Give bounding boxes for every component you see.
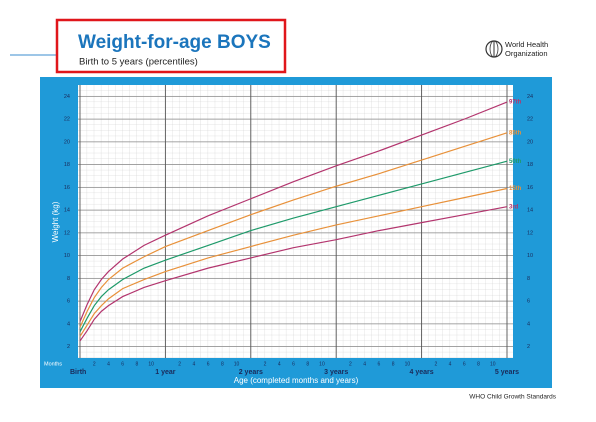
month-tick-label: 6 <box>292 361 295 367</box>
logo: World Health Organization <box>485 40 548 58</box>
x-tick-label: 1 year <box>155 369 176 376</box>
y-tick-label: 12 <box>64 230 70 236</box>
x-tick-label: 5 years <box>495 369 519 376</box>
month-tick-label: 6 <box>463 361 466 367</box>
logo-meridian <box>489 40 499 58</box>
series-label: 50th <box>509 159 522 165</box>
y-tick-label-right: 2 <box>527 344 530 350</box>
y-tick-label: 24 <box>64 94 70 100</box>
month-tick-label: 4 <box>192 361 195 367</box>
month-tick-label: 4 <box>363 361 366 367</box>
highlight-box <box>55 18 287 74</box>
month-tick-label: 8 <box>306 361 309 367</box>
series-label: 85th <box>509 130 522 136</box>
month-tick-label: 10 <box>234 361 240 367</box>
series-label: 97th <box>509 100 522 106</box>
month-tick-label: 8 <box>136 361 139 367</box>
x-axis-title: Age (completed months and years) <box>234 376 359 385</box>
logo-text: Organization <box>505 49 548 58</box>
month-tick-label: 8 <box>392 361 395 367</box>
y-tick-label: 22 <box>64 117 70 123</box>
percentile-line <box>79 206 508 342</box>
chart-title: Weight-for-age BOYS <box>78 32 271 53</box>
month-tick-label: 2 <box>264 361 267 367</box>
y-tick-label-right: 20 <box>527 139 533 145</box>
y-tick-label-right: 6 <box>527 299 530 305</box>
month-tick-label: 8 <box>221 361 224 367</box>
month-tick-label: 2 <box>434 361 437 367</box>
percentile-line <box>79 187 508 337</box>
y-tick-label-right: 4 <box>527 321 530 327</box>
month-tick-label: 6 <box>121 361 124 367</box>
month-tick-label: 2 <box>349 361 352 367</box>
y-tick-label: 10 <box>64 253 70 259</box>
month-tick-label: 4 <box>107 361 110 367</box>
source-note: WHO Child Growth Standards <box>469 394 556 401</box>
x-tick-label: 2 years <box>239 369 263 376</box>
logo-text: World Health <box>505 40 548 49</box>
y-tick-label: 8 <box>67 276 70 282</box>
x-tick-label: 3 years <box>324 369 348 376</box>
minor-grid <box>78 85 513 358</box>
x-tick-label: 4 years <box>410 369 434 376</box>
y-tick-label-right: 8 <box>527 276 530 282</box>
y-tick-label: 6 <box>67 299 70 305</box>
y-tick-label-right: 18 <box>527 162 533 168</box>
x-tick-label: Birth <box>70 369 86 376</box>
percentile-line <box>79 101 508 322</box>
chart-subtitle: Birth to 5 years (percentiles) <box>79 57 198 68</box>
y-tick-label-right: 10 <box>527 253 533 259</box>
y-tick-label-right: 22 <box>527 117 533 123</box>
series-label: 15th <box>509 186 522 192</box>
month-tick-label: 10 <box>148 361 154 367</box>
month-tick-label: 2 <box>93 361 96 367</box>
months-label: Months <box>44 361 62 367</box>
month-tick-label: 2 <box>178 361 181 367</box>
y-axis-title: Weight (kg) <box>51 201 60 242</box>
month-tick-label: 6 <box>207 361 210 367</box>
month-tick-label: 6 <box>378 361 381 367</box>
percentile-line <box>79 132 508 328</box>
percentile-line <box>79 160 508 333</box>
y-tick-label: 18 <box>64 162 70 168</box>
month-tick-label: 10 <box>490 361 496 367</box>
month-tick-label: 10 <box>405 361 411 367</box>
month-tick-label: 8 <box>477 361 480 367</box>
y-tick-label: 2 <box>67 344 70 350</box>
series-label: 3rd <box>509 204 519 210</box>
y-tick-label: 14 <box>64 208 70 214</box>
y-tick-label: 20 <box>64 139 70 145</box>
y-tick-label-right: 24 <box>527 94 533 100</box>
y-tick-label-right: 12 <box>527 230 533 236</box>
month-tick-label: 4 <box>449 361 452 367</box>
y-tick-label-right: 14 <box>527 208 533 214</box>
y-tick-label-right: 16 <box>527 185 533 191</box>
month-tick-label: 4 <box>278 361 281 367</box>
y-tick-label: 4 <box>67 321 70 327</box>
month-tick-label: 10 <box>319 361 325 367</box>
y-tick-label: 16 <box>64 185 70 191</box>
